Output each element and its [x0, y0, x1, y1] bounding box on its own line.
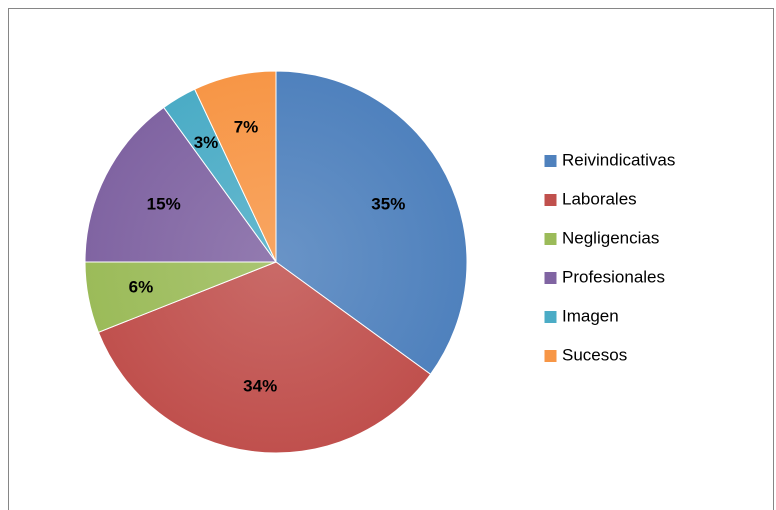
data-label: 3% — [194, 133, 219, 152]
legend-swatch — [544, 233, 557, 245]
data-label: 15% — [147, 194, 181, 213]
data-label: 6% — [129, 277, 154, 296]
pie-slice — [275, 70, 468, 375]
pie-slice — [97, 261, 432, 454]
data-label: 7% — [234, 117, 259, 136]
legend-label: Profesionales — [562, 267, 665, 286]
legend-swatch — [544, 194, 557, 206]
legend-label: Laborales — [562, 189, 637, 208]
pie-slice — [194, 70, 277, 263]
data-label: 34% — [243, 377, 277, 396]
legend-swatch — [544, 311, 557, 323]
legend-label: Imagen — [562, 306, 619, 325]
legend-swatch — [544, 272, 557, 284]
legend-label: Sucesos — [562, 345, 627, 364]
legend-label: Reivindicativas — [562, 150, 675, 169]
legend-swatch — [544, 155, 557, 167]
legend-swatch — [544, 350, 557, 362]
legend-label: Negligencias — [562, 228, 659, 247]
data-label: 35% — [371, 194, 405, 213]
pie-slice — [84, 106, 277, 263]
